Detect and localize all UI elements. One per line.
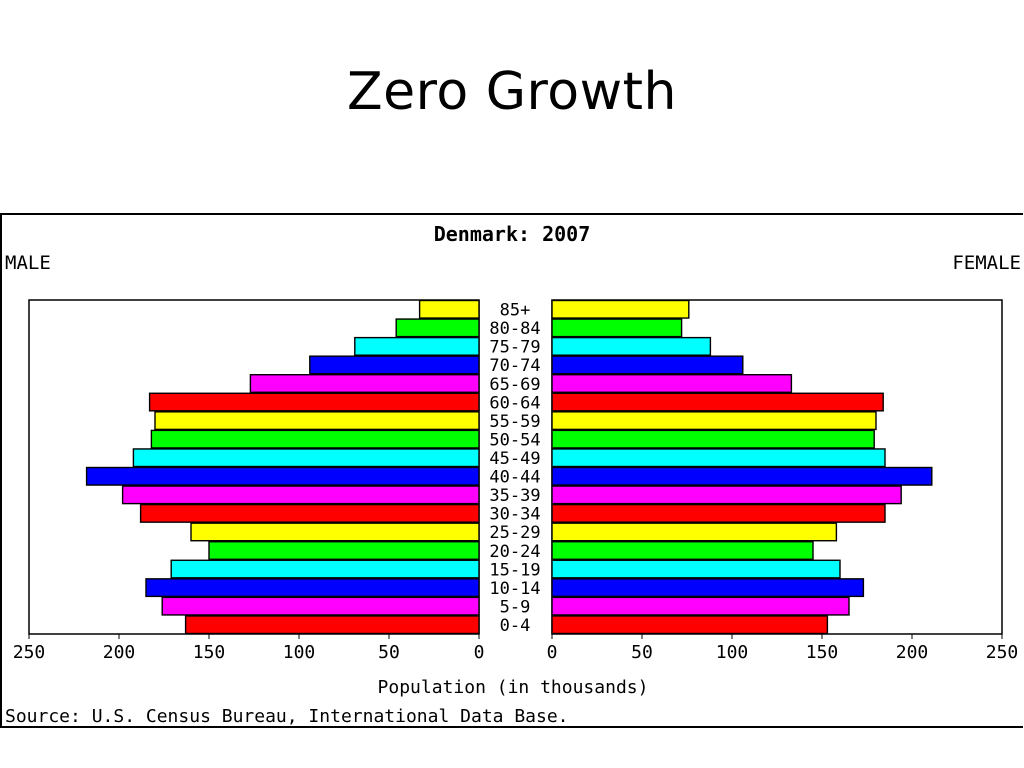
age-label-15-19: 15-19 [489, 560, 540, 580]
age-label-20-24: 20-24 [489, 542, 540, 562]
female-bar-10-14 [551, 578, 865, 598]
male-bar-40-44 [85, 466, 480, 486]
female-bar-65-69 [551, 374, 793, 393]
female-tick-label: 200 [896, 642, 929, 663]
male-tick-label: 200 [103, 642, 136, 663]
age-label-80-84: 80-84 [489, 319, 540, 339]
female-bar-75-79 [551, 336, 712, 356]
age-label-30-34: 30-34 [489, 505, 540, 525]
male-bar-80-84 [395, 318, 480, 338]
male-bar-50-54 [150, 429, 480, 449]
age-label-75-79: 75-79 [489, 338, 540, 358]
age-label-60-64: 60-64 [489, 393, 540, 413]
female-bars [551, 299, 933, 635]
age-label-65-69: 65-69 [489, 375, 540, 395]
female-bar-45-49 [551, 448, 886, 468]
male-bar-20-24 [208, 541, 480, 560]
female-bar-15-19 [551, 559, 841, 579]
female-tick-label: 50 [631, 642, 653, 663]
male-tick-label: 0 [474, 642, 485, 663]
male-bar-10-14 [145, 578, 480, 598]
male-bar-60-64 [148, 392, 480, 412]
pyramid-svg: Denmark: 2007 MALE FEMALE 85+80-8475-797… [5, 222, 1021, 727]
x-axis-label: Population (in thousands) [378, 677, 649, 698]
male-bar-85+ [418, 299, 480, 319]
female-bar-80-84 [551, 318, 683, 338]
male-tick-label: 100 [283, 642, 316, 663]
age-label-45-49: 45-49 [489, 449, 540, 469]
male-bar-75-79 [354, 336, 480, 356]
male-tick-label: 150 [193, 642, 226, 663]
age-label-70-74: 70-74 [489, 356, 540, 376]
female-bar-35-39 [551, 485, 902, 505]
male-bar-25-29 [190, 522, 480, 542]
female-bar-5-9 [551, 596, 850, 616]
female-label: FEMALE [952, 252, 1021, 274]
male-bars [85, 299, 480, 635]
male-label: MALE [5, 252, 51, 274]
male-bar-30-34 [139, 503, 480, 523]
male-bar-15-19 [170, 559, 480, 579]
male-bar-0-4 [184, 615, 480, 635]
male-tick-label: 250 [13, 642, 46, 663]
male-bar-35-39 [121, 485, 480, 505]
female-bar-40-44 [551, 466, 933, 486]
female-tick-label: 150 [806, 642, 839, 663]
age-label-55-59: 55-59 [489, 412, 540, 432]
female-bar-20-24 [551, 541, 814, 560]
male-tick-label: 50 [378, 642, 400, 663]
male-x-axis: 0 50 100 150 200 250 [13, 634, 485, 663]
female-bar-0-4 [551, 615, 829, 635]
slide-title: Zero Growth [347, 62, 677, 122]
female-bar-50-54 [551, 429, 875, 449]
female-tick-label: 0 [547, 642, 558, 663]
age-label-0-4: 0-4 [500, 616, 531, 636]
male-bar-5-9 [161, 596, 480, 616]
female-bar-85+ [551, 299, 690, 319]
age-label-5-9: 5-9 [500, 597, 531, 617]
female-x-axis: 0 50 100 150 200 250 [547, 634, 1019, 663]
age-label-10-14: 10-14 [489, 579, 540, 599]
age-group-labels: 85+80-8475-7970-7465-6960-6455-5950-5445… [489, 301, 540, 636]
age-label-85+: 85+ [500, 301, 531, 321]
age-label-25-29: 25-29 [489, 523, 540, 543]
male-bar-65-69 [249, 374, 480, 393]
source-note: Source: U.S. Census Bureau, Internationa… [5, 706, 569, 727]
chart-title: Denmark: 2007 [434, 222, 591, 246]
female-tick-label: 250 [986, 642, 1019, 663]
male-bar-55-59 [154, 411, 480, 431]
age-label-35-39: 35-39 [489, 486, 540, 506]
female-tick-label: 100 [716, 642, 749, 663]
age-label-40-44: 40-44 [489, 468, 540, 488]
female-bar-55-59 [551, 411, 877, 431]
male-bar-45-49 [132, 448, 480, 468]
male-bar-70-74 [309, 355, 480, 375]
female-bar-70-74 [551, 355, 744, 375]
age-label-50-54: 50-54 [489, 430, 540, 450]
female-bar-25-29 [551, 522, 838, 542]
population-pyramid-chart: Denmark: 2007 MALE FEMALE 85+ 80-84 75-79 7… [0, 213, 1023, 728]
female-bar-60-64 [551, 392, 884, 412]
female-bar-30-34 [551, 503, 886, 523]
